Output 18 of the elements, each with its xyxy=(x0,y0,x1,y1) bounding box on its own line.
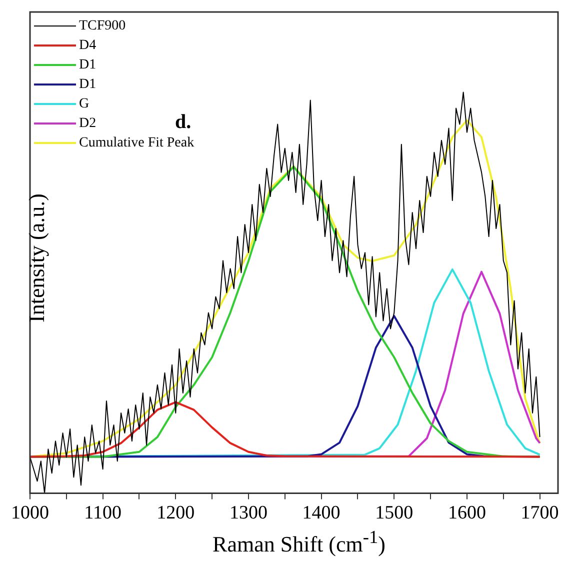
x-tick-label: 1300 xyxy=(229,502,268,524)
x-tick-label: 1600 xyxy=(448,502,486,524)
y-axis-title: Intensity (a.u.) xyxy=(24,194,50,322)
x-axis-title: Raman Shift (cm$^{-1}$) xyxy=(212,527,386,558)
legend-label: G xyxy=(79,96,90,112)
annotation: d. xyxy=(175,110,192,133)
legend-label: D2 xyxy=(79,116,96,132)
x-tick-label: 1700 xyxy=(520,502,559,524)
x-tick-label: 1100 xyxy=(84,502,122,524)
legend-label: D1 xyxy=(79,77,96,92)
x-tick-label: 1500 xyxy=(375,502,414,524)
x-tick-label: 1200 xyxy=(156,502,195,524)
x-tick-label: 1400 xyxy=(302,502,340,524)
legend-label: D4 xyxy=(79,38,96,54)
legend-label: Cumulative Fit Peak xyxy=(79,136,194,151)
x-tick-label: 1000 xyxy=(11,502,49,524)
legend-label: D1 xyxy=(79,58,96,73)
legend-label: TCF900 xyxy=(79,18,126,34)
